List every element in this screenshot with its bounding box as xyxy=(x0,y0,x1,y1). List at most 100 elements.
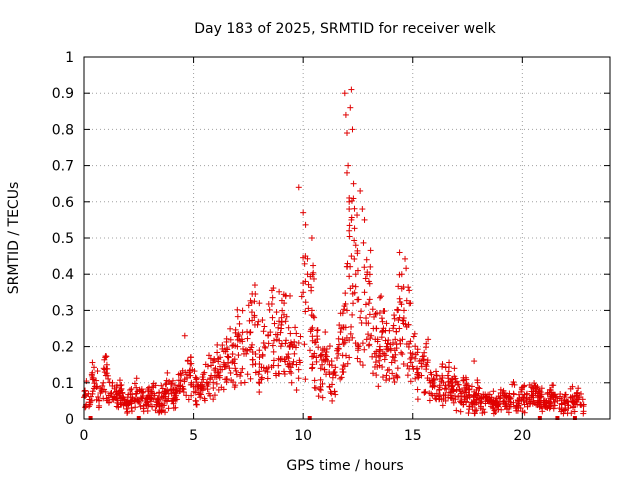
data-point xyxy=(308,235,315,241)
data-point xyxy=(200,371,207,378)
data-point xyxy=(90,385,97,392)
data-point xyxy=(310,262,317,269)
data-point xyxy=(155,409,162,416)
data-point xyxy=(256,354,263,361)
data-point xyxy=(407,378,414,385)
data-point xyxy=(234,306,241,313)
data-point xyxy=(339,352,346,359)
data-point xyxy=(441,385,448,392)
data-point xyxy=(404,362,411,369)
data-point xyxy=(524,403,531,410)
data-point xyxy=(366,296,373,303)
data-point xyxy=(134,396,141,403)
data-point xyxy=(354,355,361,362)
data-point xyxy=(487,397,494,404)
data-point xyxy=(211,392,218,399)
data-point xyxy=(439,363,446,370)
data-point xyxy=(391,315,398,322)
data-point xyxy=(384,367,391,374)
data-point xyxy=(133,375,140,382)
data-point xyxy=(470,399,477,406)
data-point xyxy=(405,284,412,291)
data-point xyxy=(150,384,157,391)
data-point xyxy=(379,374,386,381)
data-point xyxy=(490,388,497,395)
data-point xyxy=(458,392,465,399)
data-point xyxy=(363,336,370,343)
data-point xyxy=(475,384,482,391)
data-point xyxy=(159,385,166,392)
data-point xyxy=(287,339,294,346)
data-point xyxy=(516,400,523,407)
data-point xyxy=(343,334,350,341)
data-point xyxy=(295,339,302,346)
data-point xyxy=(97,390,104,397)
data-point xyxy=(346,227,353,234)
data-point xyxy=(357,314,364,321)
data-point xyxy=(337,329,344,336)
data-point xyxy=(277,343,284,350)
data-point xyxy=(572,401,579,408)
data-point xyxy=(482,400,489,407)
data-point xyxy=(147,398,154,405)
data-point xyxy=(533,384,540,391)
data-point xyxy=(365,300,372,307)
data-point xyxy=(256,368,263,375)
data-point xyxy=(255,318,262,325)
data-point xyxy=(288,379,295,386)
data-point xyxy=(341,363,348,370)
data-point xyxy=(166,379,173,386)
data-point xyxy=(336,322,343,329)
data-point xyxy=(391,357,398,364)
data-point xyxy=(530,394,537,401)
data-point xyxy=(524,390,531,397)
data-point xyxy=(241,379,248,386)
data-point xyxy=(254,321,261,328)
data-point xyxy=(295,375,302,382)
data-point xyxy=(492,401,499,408)
data-point xyxy=(206,352,213,359)
data-point xyxy=(346,194,353,201)
data-point xyxy=(505,409,512,416)
data-point xyxy=(371,313,378,320)
data-point xyxy=(409,363,416,370)
data-point xyxy=(326,343,333,350)
data-point xyxy=(391,378,398,385)
data-point xyxy=(403,297,410,304)
data-point xyxy=(331,388,338,395)
data-point xyxy=(551,398,558,405)
data-point xyxy=(376,346,383,353)
data-point xyxy=(95,404,102,411)
data-point xyxy=(457,408,464,415)
data-point xyxy=(201,395,208,402)
data-point xyxy=(208,362,215,369)
data-point xyxy=(542,403,549,410)
data-point xyxy=(432,368,439,375)
data-point xyxy=(244,371,251,378)
data-point xyxy=(297,359,304,366)
data-point xyxy=(367,263,374,270)
data-point xyxy=(173,389,180,396)
data-point xyxy=(478,398,485,405)
data-point xyxy=(317,365,324,372)
data-point xyxy=(210,396,217,403)
data-point xyxy=(315,393,322,400)
data-point xyxy=(361,264,368,271)
data-point xyxy=(344,130,350,137)
data-point xyxy=(466,406,473,413)
data-point xyxy=(360,239,367,246)
data-point xyxy=(412,343,419,350)
data-point xyxy=(464,395,471,402)
data-point xyxy=(190,388,197,395)
data-point xyxy=(162,381,169,388)
data-point xyxy=(426,390,433,397)
data-point xyxy=(149,390,156,397)
data-point xyxy=(571,408,578,415)
data-point xyxy=(302,308,309,315)
data-point xyxy=(392,336,399,343)
data-point xyxy=(568,394,575,401)
data-point xyxy=(462,398,469,405)
data-point xyxy=(169,377,176,384)
data-point xyxy=(359,206,366,213)
